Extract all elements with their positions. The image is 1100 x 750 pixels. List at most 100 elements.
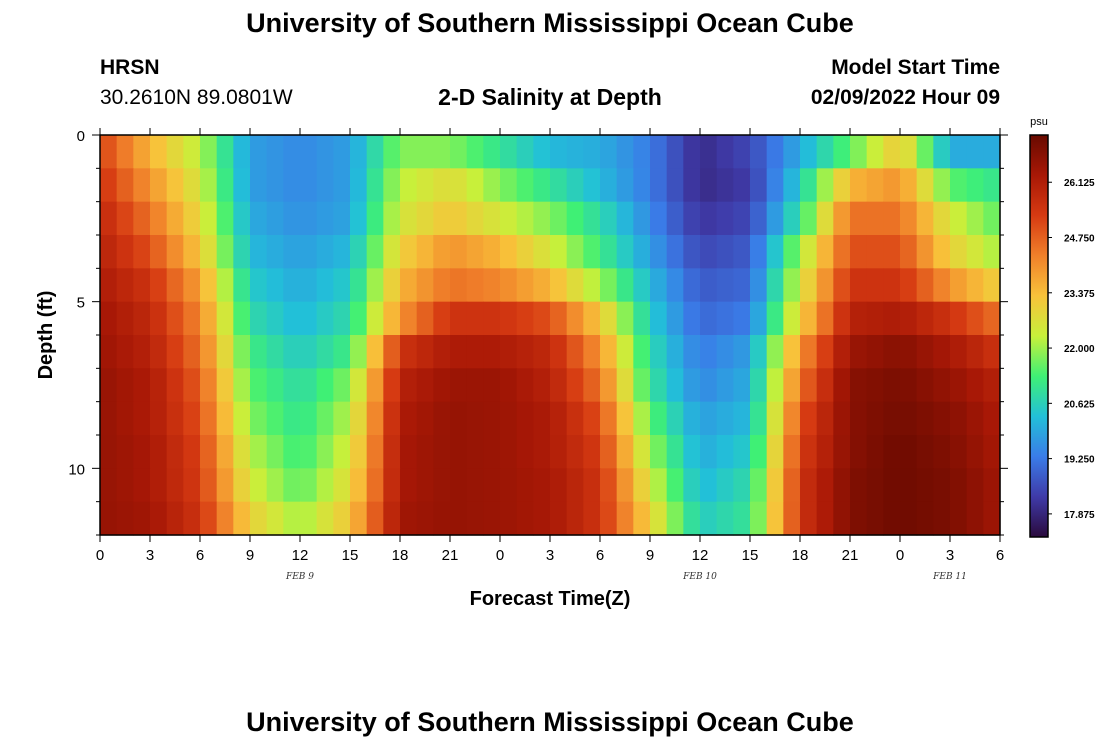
- heat-cell: [216, 501, 234, 536]
- heat-cell: [550, 401, 568, 436]
- heat-cell: [833, 235, 851, 269]
- heat-cell: [900, 368, 918, 403]
- heat-cell: [433, 201, 451, 236]
- heat-cell: [283, 235, 301, 269]
- heat-cell: [600, 301, 618, 336]
- heat-cell: [500, 301, 518, 336]
- heat-cell: [250, 335, 268, 369]
- heat-cell: [400, 301, 418, 336]
- heat-cell: [300, 468, 318, 503]
- heat-cell: [483, 335, 501, 369]
- heat-cell: [533, 401, 551, 436]
- heat-cell: [666, 435, 684, 469]
- heat-cell: [500, 168, 518, 203]
- x-tick-label: 0: [896, 547, 904, 564]
- heat-cell: [966, 135, 984, 169]
- heat-cell: [800, 401, 818, 436]
- heat-cell: [266, 368, 284, 403]
- heat-cell: [500, 135, 518, 169]
- heat-cell: [700, 335, 718, 369]
- heat-cell: [866, 335, 884, 369]
- heat-cell: [383, 135, 401, 169]
- heat-cell: [933, 235, 951, 269]
- heat-cell: [900, 401, 918, 436]
- heat-cell: [516, 401, 534, 436]
- x-axis-title: Forecast Time(Z): [470, 588, 631, 610]
- x-tick-label: 0: [496, 547, 504, 564]
- heat-cell: [783, 168, 801, 203]
- heat-cell: [200, 201, 218, 236]
- heat-cell: [216, 135, 234, 169]
- heat-cell: [266, 401, 284, 436]
- heat-cell: [950, 335, 968, 369]
- heat-cell: [616, 201, 634, 236]
- heat-cell: [600, 401, 618, 436]
- heat-cell: [800, 135, 818, 169]
- heat-cell: [416, 235, 434, 269]
- heat-cell: [133, 301, 151, 336]
- heat-cell: [733, 401, 751, 436]
- heat-cell: [266, 268, 284, 303]
- heat-cell: [333, 368, 351, 403]
- heat-cell: [333, 468, 351, 503]
- heat-cell: [616, 335, 634, 369]
- heat-cell: [950, 468, 968, 503]
- colorbar-label: 17.875: [1064, 510, 1095, 521]
- heat-cell: [900, 235, 918, 269]
- heat-cell: [433, 301, 451, 336]
- heat-cell: [850, 501, 868, 536]
- heat-cell: [550, 135, 568, 169]
- heatmap-cells: [100, 135, 1001, 536]
- heat-cell: [133, 368, 151, 403]
- heat-cell: [183, 368, 201, 403]
- heat-cell: [966, 501, 984, 536]
- heat-cell: [983, 235, 1001, 269]
- heat-cell: [683, 368, 701, 403]
- heat-cell: [350, 168, 368, 203]
- heat-cell: [116, 268, 134, 303]
- x-tick-label: 21: [842, 547, 859, 564]
- heat-cell: [216, 301, 234, 336]
- heat-cell: [316, 201, 334, 236]
- heat-cell: [416, 435, 434, 469]
- heat-cell: [316, 468, 334, 503]
- heat-cell: [233, 368, 251, 403]
- heat-cell: [816, 135, 834, 169]
- heat-cell: [916, 168, 934, 203]
- heat-cell: [250, 501, 268, 536]
- heat-cell: [700, 468, 718, 503]
- heat-cell: [800, 335, 818, 369]
- heat-cell: [566, 368, 584, 403]
- heat-cell: [616, 235, 634, 269]
- heat-cell: [633, 368, 651, 403]
- heat-cell: [250, 168, 268, 203]
- heat-cell: [866, 435, 884, 469]
- heat-cell: [316, 168, 334, 203]
- heat-cell: [383, 335, 401, 369]
- heat-cell: [200, 135, 218, 169]
- heat-cell: [283, 401, 301, 436]
- heat-cell: [566, 235, 584, 269]
- heat-cell: [416, 468, 434, 503]
- heat-cell: [650, 401, 668, 436]
- heat-cell: [250, 435, 268, 469]
- heat-cell: [483, 235, 501, 269]
- heat-cell: [950, 235, 968, 269]
- heat-cell: [216, 201, 234, 236]
- heat-cell: [250, 235, 268, 269]
- heat-cell: [766, 401, 784, 436]
- heat-cell: [216, 368, 234, 403]
- heat-cell: [866, 168, 884, 203]
- heat-cell: [650, 168, 668, 203]
- heat-cell: [333, 501, 351, 536]
- heat-cell: [283, 301, 301, 336]
- heat-cell: [100, 168, 118, 203]
- heat-cell: [283, 201, 301, 236]
- heat-cell: [816, 401, 834, 436]
- heat-cell: [850, 401, 868, 436]
- x-tick-label: 6: [196, 547, 204, 564]
- heat-cell: [566, 301, 584, 336]
- heat-cell: [183, 335, 201, 369]
- heat-cell: [933, 368, 951, 403]
- heat-cell: [400, 435, 418, 469]
